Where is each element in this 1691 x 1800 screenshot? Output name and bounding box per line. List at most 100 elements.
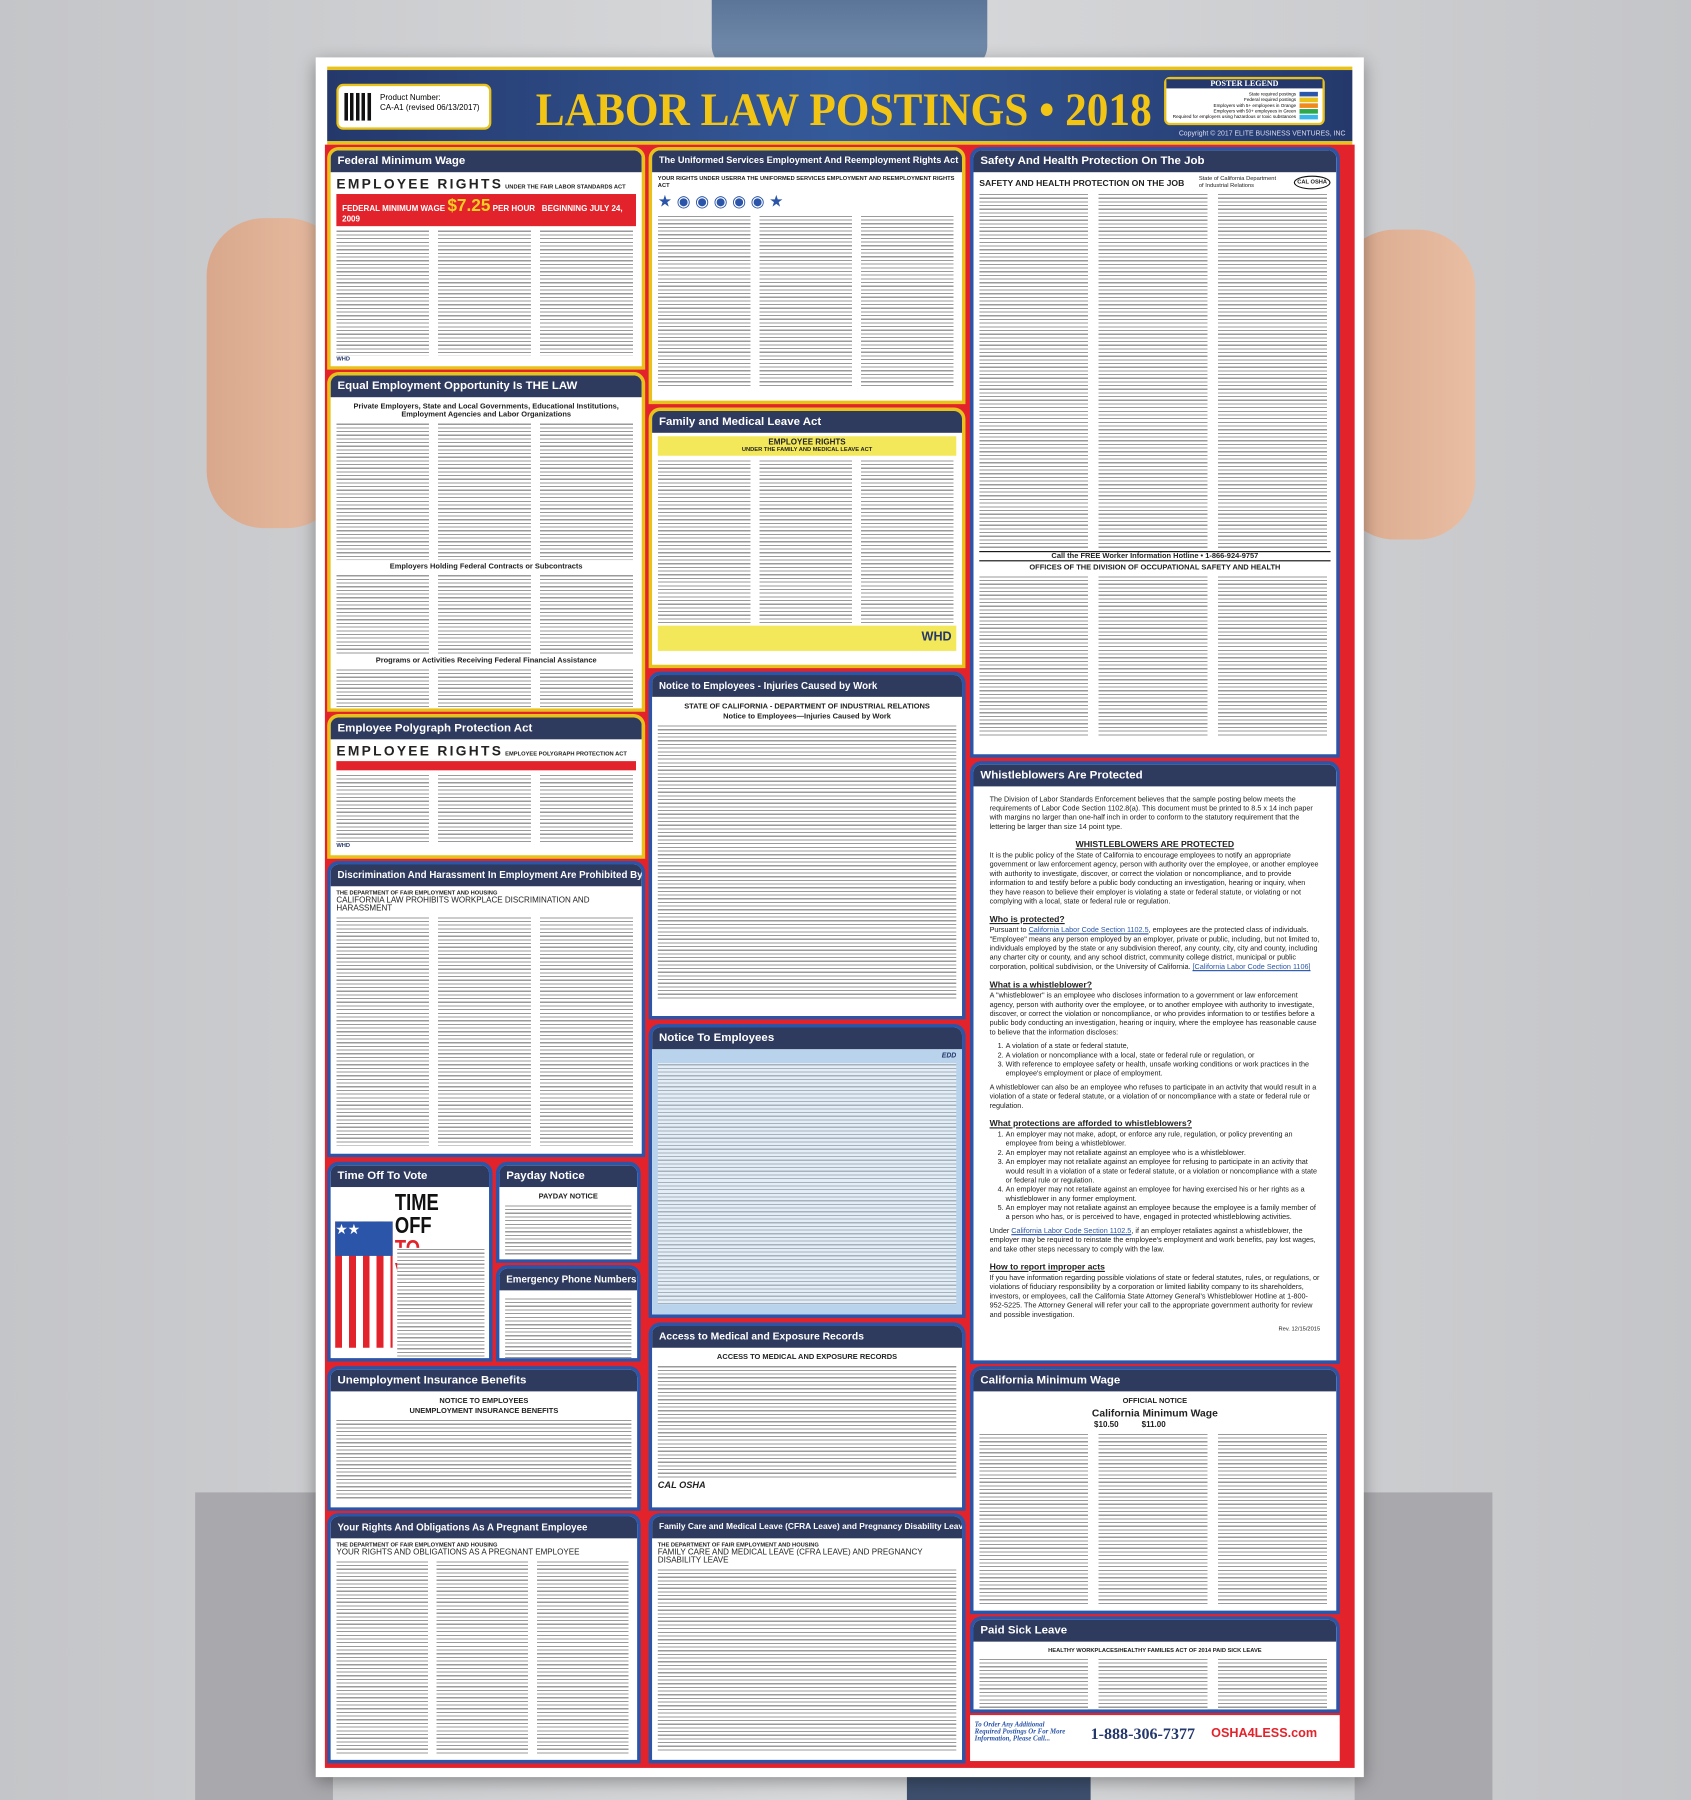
ballot-box-icon: ★★ xyxy=(335,1221,393,1348)
section-title: Family and Medical Leave Act xyxy=(652,410,963,433)
whd-logo: WHD xyxy=(657,625,957,651)
labor-code-link[interactable]: California Labor Code Section 1102.5 xyxy=(1028,926,1149,935)
wage-per: PER HOUR xyxy=(492,205,536,214)
heading: Private Employers, State and Local Gover… xyxy=(353,402,619,420)
body-text xyxy=(505,1204,632,1256)
text: Pursuant to xyxy=(989,926,1029,935)
heading: OFFICIAL NOTICE xyxy=(1122,1397,1188,1406)
subheading: YOUR RIGHTS AND OBLIGATIONS AS A PREGNAN… xyxy=(336,1548,580,1557)
text: , if an employer retaliates against a wh… xyxy=(989,1227,1316,1254)
order-phone[interactable]: 1-888-306-7377 xyxy=(1090,1726,1196,1744)
section-title: Whistleblowers Are Protected xyxy=(973,764,1337,787)
agency-name: State of California Department of Indust… xyxy=(1198,175,1277,190)
section-access-medical-records: Access to Medical and Exposure Records A… xyxy=(648,1322,966,1511)
body-text xyxy=(979,192,1331,549)
legend-swatch xyxy=(1299,108,1318,114)
body-text xyxy=(657,214,957,387)
heading: THE DEPARTMENT OF FAIR EMPLOYMENT AND HO… xyxy=(336,889,498,897)
section-title: Discrimination And Harassment In Employm… xyxy=(330,864,642,887)
poster-title: LABOR LAW POSTINGS • 2018 xyxy=(535,82,1152,136)
paragraph: A whistleblower can also be an employee … xyxy=(989,1083,1317,1111)
section-title: Notice To Employees xyxy=(652,1027,963,1050)
body-text xyxy=(336,1418,632,1500)
paragraph: A "whistleblower" is an employee who dis… xyxy=(989,991,1317,1037)
list-item: An employer may not make, adopt, or enfo… xyxy=(1006,1131,1321,1149)
wage-amount: $7.25 xyxy=(447,196,491,216)
office-list xyxy=(979,575,1331,736)
list-item: With reference to employee safety or hea… xyxy=(1006,1061,1321,1079)
paragraph: Pursuant to California Labor Code Sectio… xyxy=(990,926,1321,972)
legend-item: Employers with 5+ employees in Orange xyxy=(1166,102,1318,108)
text: Under xyxy=(989,1227,1012,1236)
intro: The Division of Labor Standards Enforcem… xyxy=(989,795,1313,832)
body-text xyxy=(657,459,957,626)
hotline: Call the FREE Worker Information Hotline… xyxy=(979,551,1331,562)
section-title: Your Rights And Obligations As A Pregnan… xyxy=(330,1516,638,1539)
body-text xyxy=(657,724,957,1000)
section-title: Paid Sick Leave xyxy=(973,1619,1337,1642)
body-text xyxy=(979,1657,1331,1710)
shirt xyxy=(711,0,988,69)
section-federal-minimum-wage: Federal Minimum Wage EMPLOYEE RIGHTS UND… xyxy=(327,146,646,370)
edd-logo: EDD xyxy=(941,1052,957,1060)
list-item: An employer may not retaliate against an… xyxy=(1006,1158,1321,1186)
subheading: UNDER THE FAIR LABOR STANDARDS ACT xyxy=(505,183,626,191)
heading: THE DEPARTMENT OF FAIR EMPLOYMENT AND HO… xyxy=(657,1541,819,1549)
subheading: CALIFORNIA LAW PROHIBITS WORKPLACE DISCR… xyxy=(336,896,590,913)
paragraph: It is the public policy of the State of … xyxy=(989,851,1319,906)
section-title: Notice to Employees - Injuries Caused by… xyxy=(652,675,963,697)
legend-swatch xyxy=(1299,103,1318,108)
list-item: An employer may not retaliate against an… xyxy=(1006,1186,1321,1204)
heading: ACCESS TO MEDICAL AND EXPOSURE RECORDS xyxy=(716,1353,898,1362)
section-eeo: Equal Employment Opportunity Is THE LAW … xyxy=(327,371,646,712)
section-fmla: Family and Medical Leave Act EMPLOYEE RI… xyxy=(648,407,966,669)
body-text xyxy=(657,1063,957,1305)
whd-logo: WHD xyxy=(336,842,351,850)
legend-item: Employers with 50+ employees in Green xyxy=(1166,108,1318,114)
body-text xyxy=(336,574,636,655)
body-text xyxy=(336,773,636,843)
wage-label: FEDERAL MINIMUM WAGE xyxy=(342,205,446,214)
labor-code-link[interactable]: California Labor Code Section 1102.5 xyxy=(1011,1227,1132,1236)
legend-label: Required for employers using hazardous o… xyxy=(1172,113,1297,120)
section-title: Employee Polygraph Protection Act xyxy=(330,717,642,740)
legend-label: Federal required postings xyxy=(1244,96,1297,103)
wage-date: BEGINNING JULY 24, 2009 xyxy=(342,205,623,224)
heading: EMPLOYEE RIGHTS xyxy=(336,742,504,759)
whd-logo: WHD xyxy=(336,355,351,363)
heading: HEALTHY WORKPLACES/HEALTHY FAMILIES ACT … xyxy=(1048,1647,1262,1655)
section-cfra: Family Care and Medical Leave (CFRA Leav… xyxy=(648,1513,966,1764)
copyright: Copyright © 2017 ELITE BUSINESS VENTURES… xyxy=(1178,130,1346,138)
heading: Employers Holding Federal Contracts or S… xyxy=(389,562,583,571)
list-item: An employer may not retaliate against an… xyxy=(1006,1204,1321,1222)
subheading: UNEMPLOYMENT INSURANCE BENEFITS xyxy=(409,1407,559,1416)
section-whistleblowers: Whistleblowers Are Protected The Divisio… xyxy=(970,761,1340,1364)
section-title: California Minimum Wage xyxy=(973,1369,1337,1392)
paragraph: If you have information regarding possib… xyxy=(989,1274,1320,1320)
vote-heading: TIME OFF xyxy=(394,1190,439,1239)
section-userra: The Uniformed Services Employment And Re… xyxy=(648,146,966,405)
order-text: To Order Any Additional Required Posting… xyxy=(974,1722,1066,1743)
heading: EMPLOYEE RIGHTS xyxy=(768,438,846,447)
product-label: Product Number: xyxy=(379,94,441,103)
legend-title: POSTER LEGEND xyxy=(1166,79,1323,89)
body-text xyxy=(397,1247,485,1357)
left-arm xyxy=(195,1492,333,1800)
wage-bar: FEDERAL MINIMUM WAGE $7.25 PER HOUR BEGI… xyxy=(336,194,636,227)
legend-label: Employers with 50+ employees in Green xyxy=(1213,107,1297,114)
labor-code-link[interactable]: [California Labor Code Section 1106] xyxy=(1192,963,1311,972)
legend-swatch xyxy=(1299,91,1318,97)
legend-item: State required postings xyxy=(1166,91,1318,97)
legend-swatch xyxy=(1299,114,1318,120)
section-title: Unemployment Insurance Benefits xyxy=(330,1369,638,1392)
body-text xyxy=(505,1297,632,1359)
qr-code-icon xyxy=(344,92,372,121)
subheading: EMPLOYEE POLYGRAPH PROTECTION ACT xyxy=(505,750,627,758)
order-footer: To Order Any Additional Required Posting… xyxy=(970,1715,1340,1762)
section-title: Equal Employment Opportunity Is THE LAW xyxy=(330,375,642,398)
list-item: A violation of a state or federal statut… xyxy=(1006,1042,1321,1051)
section-polygraph: Employee Polygraph Protection Act EMPLOY… xyxy=(327,714,646,859)
red-banner xyxy=(336,761,636,771)
heading: What is a whistleblower? xyxy=(989,979,1092,990)
